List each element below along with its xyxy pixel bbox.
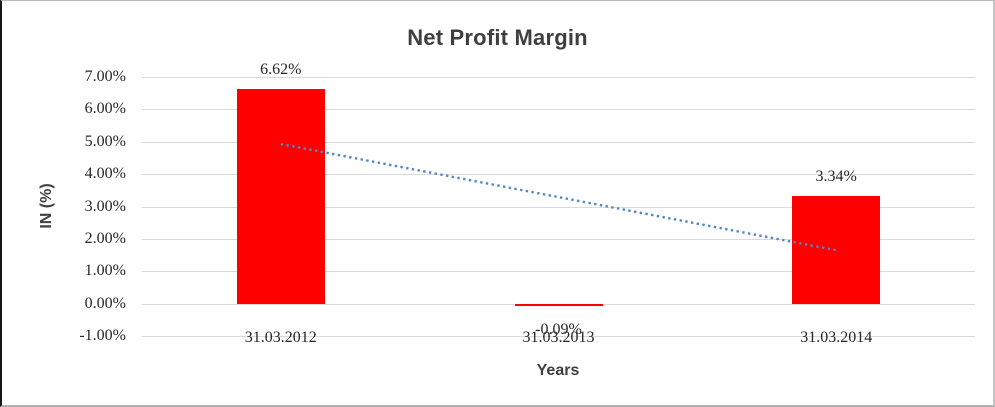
y-tick-label: 3.00% (84, 197, 126, 215)
gridline (142, 271, 975, 273)
x-axis-title: Years (536, 362, 580, 379)
gridline (142, 109, 975, 111)
x-tick-label: 31.03.2013 (522, 329, 595, 346)
y-tick-label: 7.00% (84, 68, 126, 85)
gridline (142, 141, 975, 143)
bar-data-label: 6.62% (260, 61, 302, 79)
y-tick-label: 4.00% (84, 165, 126, 183)
bar-31.03.2012 (236, 89, 325, 304)
gridline (142, 174, 975, 176)
plot-area: 6.62% -0.09% 3.34% (142, 61, 975, 338)
x-tick-label: 31.03.2014 (800, 329, 873, 346)
y-tick-label: 5.00% (84, 132, 126, 150)
chart-title: Net Profit Margin (407, 25, 588, 50)
gridline (142, 206, 975, 208)
y-tick-label: 2.00% (84, 229, 126, 247)
y-tick-label: 1.00% (84, 262, 126, 280)
y-tick-label: 6.00% (84, 100, 126, 118)
bar-data-label: -0.09% (535, 320, 582, 338)
gridline (142, 336, 975, 337)
gridline (142, 77, 975, 78)
y-axis-title: IN (%) (38, 183, 55, 229)
x-tick-label: 31.03.2012 (244, 329, 317, 346)
bar-31.03.2013 (514, 303, 603, 307)
bar-data-label: 3.34% (815, 167, 857, 185)
trendline (280, 142, 837, 252)
y-tick-label: 0.00% (84, 294, 126, 312)
gridline (142, 238, 975, 240)
y-tick-label: -1.00% (79, 327, 126, 344)
bar-31.03.2014 (792, 195, 881, 304)
